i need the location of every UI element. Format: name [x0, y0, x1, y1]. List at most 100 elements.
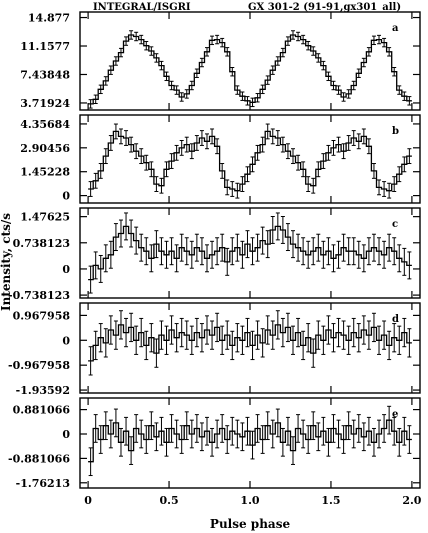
data-point [371, 427, 376, 457]
data-point [118, 427, 123, 457]
data-point [139, 317, 144, 348]
data-point [184, 320, 189, 350]
data-point [88, 265, 93, 294]
data-point [210, 128, 215, 145]
data-point [225, 425, 230, 454]
data-point [154, 338, 159, 368]
panel-frame [79, 11, 421, 111]
data-point [382, 181, 387, 197]
data-point [296, 31, 301, 42]
data-point [392, 176, 397, 192]
y-tick-label: 0 [62, 190, 70, 203]
data-point [351, 237, 356, 266]
data-point [88, 346, 93, 376]
data-point [301, 330, 306, 361]
data-point [149, 411, 154, 441]
data-point [387, 330, 392, 361]
data-point [235, 233, 240, 262]
data-point [301, 34, 306, 45]
data-point [124, 212, 129, 241]
data-point [331, 414, 336, 443]
data-point [235, 85, 240, 95]
data-point [250, 237, 255, 266]
data-point [336, 419, 341, 449]
panel-d: -1.93592 -0.967958 0 0.967958 d [8, 302, 421, 397]
data-point [331, 139, 336, 156]
data-point [179, 317, 184, 348]
data-point [220, 233, 225, 262]
data-point [149, 46, 154, 56]
data-point [356, 68, 361, 78]
data-point [346, 325, 351, 355]
data-point [159, 60, 164, 71]
data-point [306, 425, 311, 454]
data-point [270, 419, 275, 449]
data-point [407, 148, 412, 165]
data-point [189, 419, 194, 449]
data-point [361, 422, 366, 452]
data-point [311, 177, 316, 194]
data-point [346, 411, 351, 441]
data-point [407, 328, 412, 358]
data-point [144, 425, 149, 454]
data-point [285, 416, 290, 446]
data-point [230, 416, 235, 446]
data-point [210, 320, 215, 350]
data-point [174, 323, 179, 353]
data-point [179, 139, 184, 156]
data-point [240, 176, 245, 192]
data-point [356, 133, 361, 150]
data-point [179, 233, 184, 262]
data-point [265, 230, 270, 259]
panels: 3.71924 7.43848 11.1577 14.877 a 0 1.45228 2.90… [8, 11, 422, 507]
data-point [371, 233, 376, 262]
data-point [275, 56, 280, 66]
data-point [301, 419, 306, 449]
data-point [397, 427, 402, 457]
data-point [371, 312, 376, 343]
data-point [144, 237, 149, 266]
y-axis-label: Intensity, cts/s [0, 213, 13, 311]
data-point [98, 254, 103, 283]
header-right: GX 301-2 (91-91,gx301_all) [248, 2, 401, 13]
data-point [174, 419, 179, 449]
data-point [296, 154, 301, 171]
panel-c: -0.738123 0 0.738123 1.47625 c [8, 207, 421, 302]
data-point [377, 325, 382, 355]
data-point [346, 89, 351, 99]
data-point [159, 177, 164, 194]
data-point [184, 237, 189, 266]
data-point [255, 144, 260, 161]
data-point [204, 416, 209, 446]
data-point [397, 325, 402, 355]
panel-letter: c [392, 219, 398, 230]
data-point [260, 226, 265, 255]
data-point [93, 251, 98, 280]
data-point [382, 320, 387, 350]
data-point [285, 36, 290, 46]
data-point [129, 30, 134, 40]
data-point [108, 135, 113, 151]
data-point [169, 315, 174, 345]
data-point [366, 320, 371, 350]
panel-e: -1.76213 -0.881066 0 0.881066 e [8, 397, 421, 490]
data-point [255, 320, 260, 350]
data-point [134, 325, 139, 355]
x-tick-label: 0.5 [159, 494, 178, 507]
data-point [336, 240, 341, 269]
data-point [189, 143, 194, 160]
data-point [129, 436, 134, 465]
data-point [280, 216, 285, 244]
data-point [164, 71, 169, 82]
data-point [149, 244, 154, 273]
y-tick-label: 7.43848 [20, 68, 70, 81]
y-tick-label: 11.1577 [20, 40, 70, 53]
data-point [164, 240, 169, 269]
data-point [260, 328, 265, 358]
data-point [291, 230, 296, 259]
data-point [174, 85, 179, 95]
data-point [169, 153, 174, 169]
data-point [230, 181, 235, 197]
data-point [346, 237, 351, 266]
data-point [124, 36, 129, 46]
